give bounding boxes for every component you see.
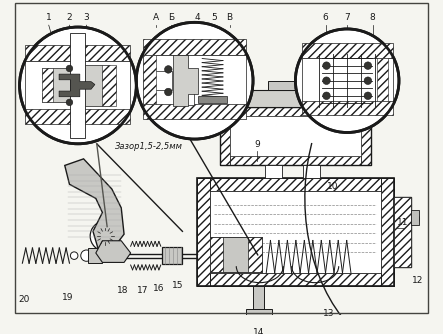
Bar [162,247,183,264]
Bar [249,237,261,272]
Text: 17: 17 [137,286,149,295]
Bar [70,33,85,138]
Bar [227,90,236,107]
Bar [394,196,411,267]
Circle shape [295,29,399,133]
Text: 10: 10 [327,182,339,191]
Bar [394,196,411,267]
Text: Б: Б [168,12,174,21]
Circle shape [410,214,420,223]
Circle shape [164,88,172,96]
Circle shape [164,66,172,73]
Text: 9: 9 [254,140,260,149]
Circle shape [96,227,115,245]
Bar [411,210,419,225]
Bar [143,55,246,104]
Circle shape [136,22,253,139]
Bar [198,96,227,103]
Circle shape [364,92,372,100]
Text: 16: 16 [153,284,165,293]
Bar [25,44,130,61]
Polygon shape [96,241,131,263]
Text: 12: 12 [412,276,424,285]
Bar [355,90,364,107]
Text: 8: 8 [370,12,376,21]
Bar [361,107,371,165]
Text: 7: 7 [344,12,350,21]
Bar [197,178,394,286]
Text: 15: 15 [172,281,183,290]
Text: Зазор1,5-2,5мм: Зазор1,5-2,5мм [115,142,183,151]
Polygon shape [59,74,95,97]
Text: 3: 3 [84,12,89,21]
Bar [88,248,102,263]
Bar [102,65,116,106]
Text: 18: 18 [117,286,129,295]
Text: 19: 19 [62,293,74,302]
Bar [381,178,394,286]
Bar [197,178,210,286]
Text: 6: 6 [323,12,328,21]
Bar [42,68,54,102]
Bar [302,58,393,102]
Text: 11: 11 [397,218,408,227]
Text: В: В [226,12,233,21]
Polygon shape [65,159,124,250]
Bar [265,165,282,178]
Bar [25,108,130,124]
Bar [143,55,156,104]
Bar [249,319,268,328]
Polygon shape [42,68,70,102]
Circle shape [70,252,78,260]
Circle shape [66,99,73,106]
Text: 13: 13 [323,309,334,318]
Bar [253,286,264,310]
Bar [197,273,394,286]
Bar [377,58,388,102]
Text: 4: 4 [194,12,200,21]
Circle shape [364,62,372,69]
Bar [210,191,381,273]
Circle shape [101,232,109,240]
Circle shape [323,77,330,85]
Bar [143,71,171,90]
Bar [220,107,371,165]
Bar [210,237,223,272]
Polygon shape [173,55,198,107]
Bar [143,39,246,55]
Text: 20: 20 [19,295,30,304]
Bar [220,107,229,165]
Bar [220,107,371,117]
Bar [179,90,194,105]
Bar [229,117,361,156]
Bar [302,43,393,58]
Bar [303,165,320,178]
Text: 5: 5 [212,12,218,21]
Bar [25,61,130,109]
Bar [227,90,364,107]
Circle shape [19,27,136,144]
Polygon shape [85,65,116,106]
Circle shape [66,65,73,72]
Bar [210,237,261,272]
Circle shape [323,92,330,100]
Bar [245,310,272,319]
Bar [197,178,394,191]
Circle shape [364,77,372,85]
Circle shape [90,221,120,251]
Text: 2: 2 [66,12,72,21]
Bar [268,81,323,90]
Text: А: А [153,12,159,21]
Bar [302,101,393,115]
Text: 14: 14 [253,328,264,334]
Bar [220,156,371,165]
Text: 1: 1 [46,12,52,21]
Bar [143,103,246,119]
Circle shape [323,62,330,69]
Circle shape [81,250,92,261]
